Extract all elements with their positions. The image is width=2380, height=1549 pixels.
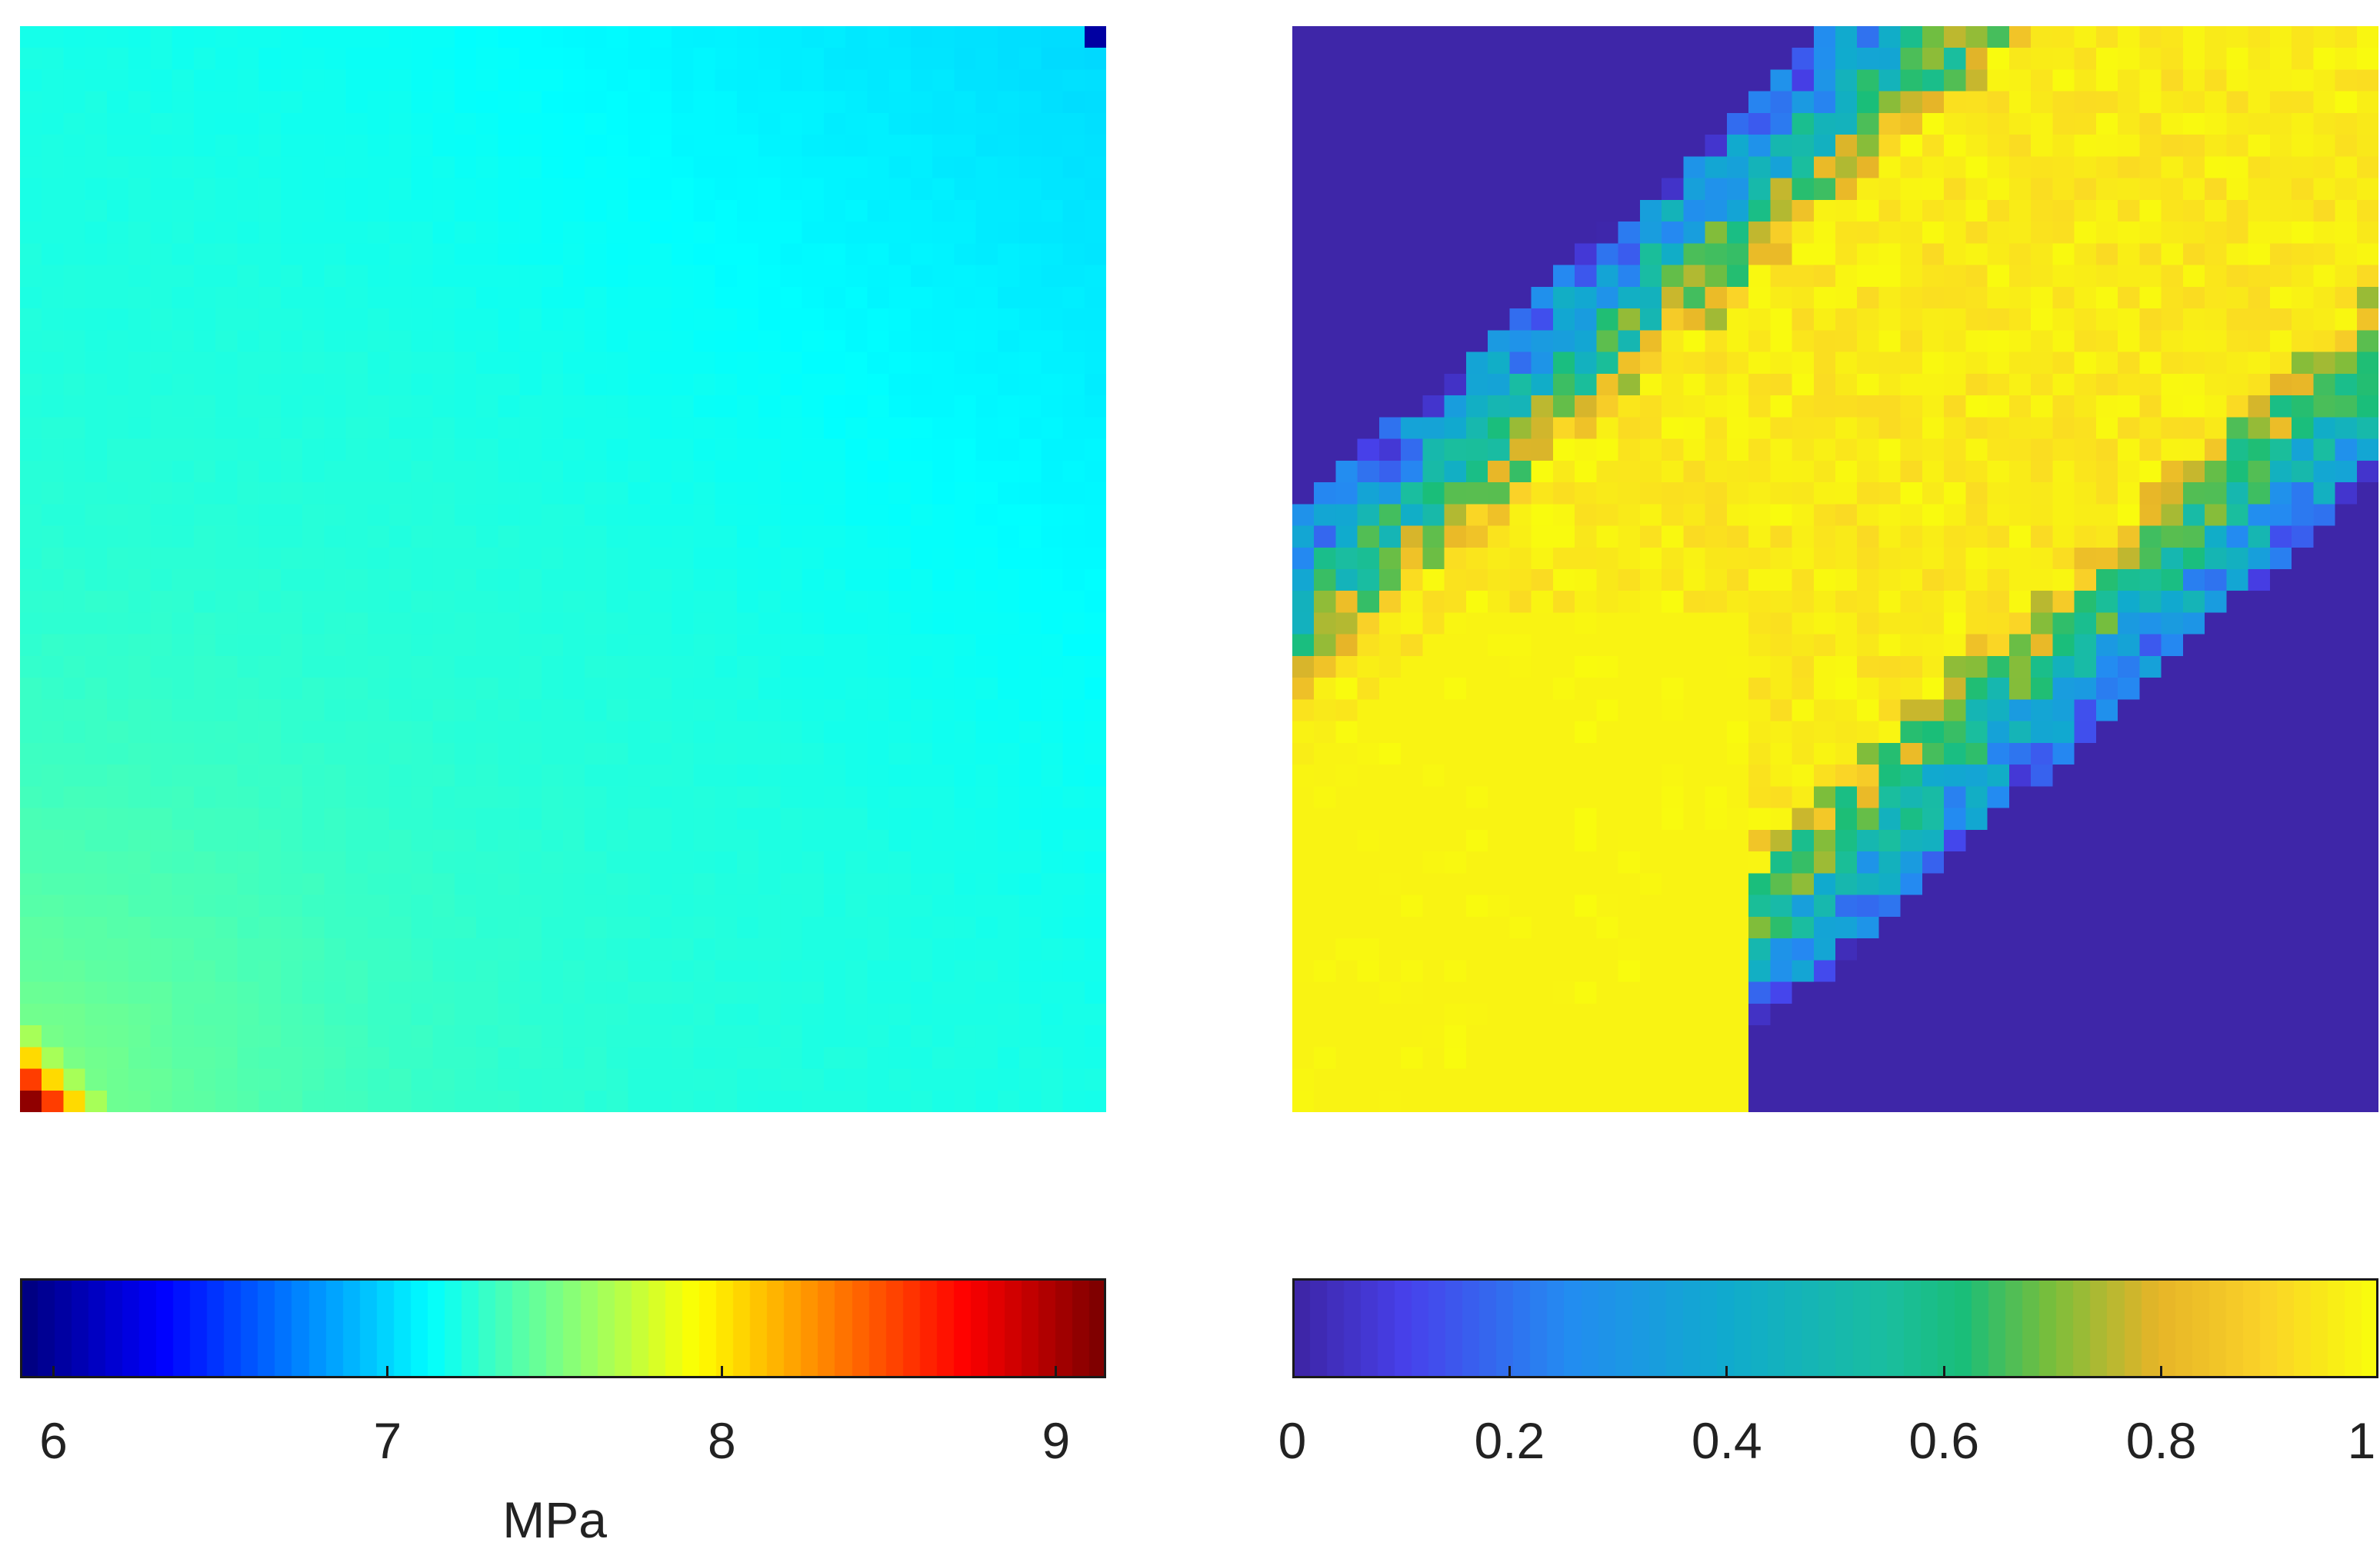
colorbar-tick-label: 0.4 <box>1691 1412 1762 1469</box>
heatmap-fraction <box>1292 26 2378 1112</box>
colorbar-tick-label: 6 <box>39 1412 68 1469</box>
colorbar-tick-label: 8 <box>708 1412 736 1469</box>
colorbar-tick-label: 7 <box>373 1412 402 1469</box>
colorbar-unit-label: MPa <box>502 1491 607 1548</box>
colorbar-tick-label: 0 <box>1278 1412 1307 1469</box>
colorbar-tick <box>52 1366 55 1378</box>
colorbar-tick <box>2160 1366 2163 1378</box>
colorbar-tick <box>1942 1366 1945 1378</box>
colorbar-tick-label: 1 <box>2347 1412 2376 1469</box>
colorbar-tick <box>1055 1366 1058 1378</box>
colorbar-tick-label: 9 <box>1042 1412 1071 1469</box>
colorbar-stress <box>20 1278 1106 1378</box>
colorbar-tick-label: 0.8 <box>2125 1412 2197 1469</box>
colorbar-tick <box>386 1366 389 1378</box>
colorbar-tick <box>1725 1366 1728 1378</box>
colorbar-fraction <box>1292 1278 2378 1378</box>
colorbar-tick <box>1508 1366 1511 1378</box>
colorbar-tick-label: 0.6 <box>1908 1412 1980 1469</box>
heatmap-stress <box>20 26 1106 1112</box>
colorbar-tick <box>720 1366 723 1378</box>
colorbar-tick-label: 0.2 <box>1474 1412 1545 1469</box>
